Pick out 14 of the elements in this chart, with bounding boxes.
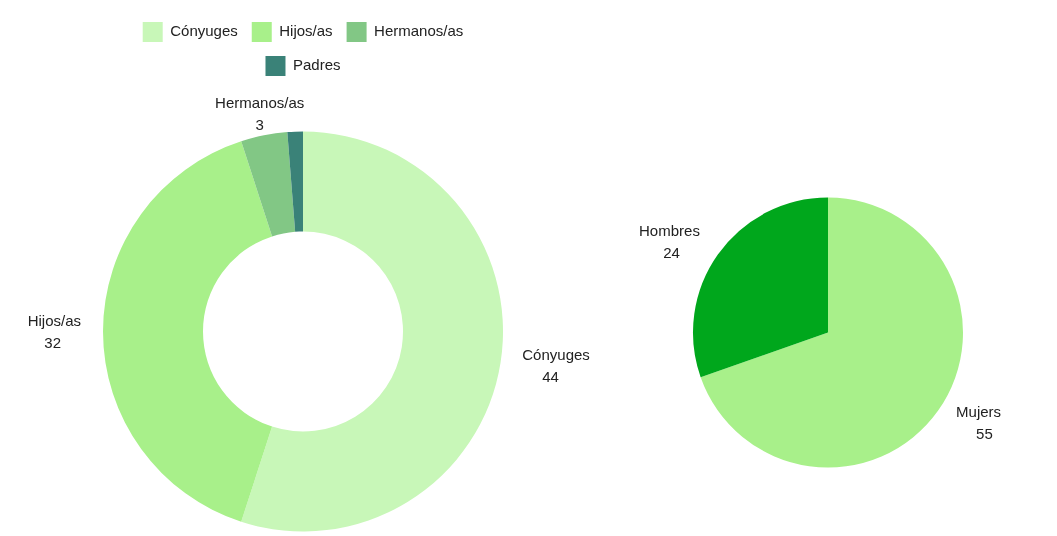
slice-label: Mujers [956,403,1002,421]
data-label: 55 [976,425,993,443]
data-label: 24 [663,243,680,261]
slice-label: Cónyuges [522,346,590,364]
data-label: 3 [255,115,264,133]
legend-label: Hijos/as [279,22,333,40]
slice-label: Hermanos/as [215,93,305,111]
slice-label: Hombres [639,221,700,239]
slice-label: Hijos/as [27,311,81,329]
legend-label: Hermanos/as [374,22,464,40]
legend-label: Padres [292,56,341,74]
legend-label: Cónyuges [170,22,238,40]
data-label: 32 [44,333,61,351]
data-label: 44 [542,368,559,386]
